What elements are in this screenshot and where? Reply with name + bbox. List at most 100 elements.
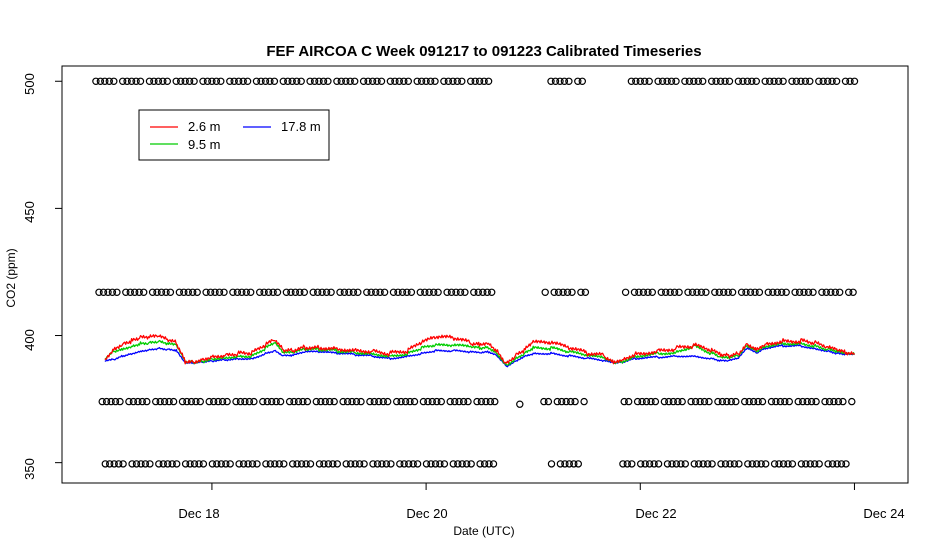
- calibration-point: [850, 77, 859, 86]
- calibration-point: [407, 288, 416, 296]
- calibration-point: [475, 77, 484, 86]
- calibration-point: [373, 77, 381, 86]
- calibration-point: [735, 460, 743, 468]
- calibration-point: [318, 288, 326, 296]
- calibration-point: [175, 288, 184, 296]
- calibration-point: [578, 77, 587, 86]
- calibration-point: [458, 460, 466, 468]
- calibration-point: [757, 460, 765, 468]
- calibration-point: [257, 77, 265, 86]
- y-axis-label: CO2 (ppm): [4, 248, 18, 307]
- calibration-point: [769, 288, 777, 296]
- calibration-point: [556, 77, 564, 86]
- calibration-point: [264, 288, 273, 296]
- calibration-point: [691, 397, 700, 406]
- calibration-point: [168, 460, 176, 468]
- legend: 2.6 m 9.5 m 17.8 m: [138, 109, 330, 161]
- calibration-point: [218, 397, 227, 406]
- calibration-point: [802, 460, 810, 468]
- calibration-point: [632, 77, 640, 86]
- calibration-point: [291, 288, 300, 296]
- calibration-point: [406, 397, 414, 406]
- calibration-point: [230, 77, 238, 86]
- calibration-point: [333, 77, 341, 86]
- calibration-point: [122, 288, 130, 296]
- calibration-point: [819, 77, 827, 86]
- series-line-17-8-m: [104, 344, 855, 368]
- calibration-point: [553, 397, 562, 406]
- calibration-point: [440, 77, 448, 86]
- calibration-point: [306, 77, 314, 86]
- calibration-point: [639, 288, 648, 296]
- calibration-point: [570, 460, 578, 468]
- calibration-point: [779, 77, 787, 86]
- calibration-point: [181, 77, 189, 86]
- calibration-point: [421, 288, 429, 296]
- calibration-point: [337, 77, 345, 86]
- calibration-point: [660, 397, 669, 406]
- calibration-point: [637, 460, 645, 468]
- calibration-point: [369, 460, 377, 468]
- calibration-point: [266, 77, 274, 86]
- calibration-point: [260, 288, 268, 296]
- calibration-point: [302, 460, 310, 468]
- calibration-point: [662, 288, 670, 296]
- calibration-point: [563, 288, 572, 296]
- calibration-point: [203, 77, 212, 86]
- calibration-point: [181, 460, 190, 468]
- calibration-point: [285, 397, 294, 406]
- calibration-point: [360, 460, 368, 468]
- calibration-point: [380, 288, 389, 296]
- calibration-point: [807, 397, 816, 406]
- calibration-point: [776, 397, 785, 406]
- calibration-point: [289, 460, 297, 468]
- calibration-point: [145, 77, 154, 86]
- calibration-point: [330, 397, 338, 406]
- calibration-point: [541, 288, 549, 296]
- calibration-point: [357, 397, 365, 406]
- y-axis: 350 400 450 500: [22, 73, 62, 480]
- calibration-point: [688, 288, 697, 296]
- calibration-point: [314, 288, 322, 296]
- legend-box: [138, 109, 330, 161]
- calibration-point: [327, 288, 335, 296]
- calibration-point: [178, 397, 187, 406]
- calibration-point: [172, 460, 181, 468]
- calibration-point: [150, 77, 158, 86]
- calibration-point: [324, 460, 333, 468]
- calibration-point: [128, 460, 136, 468]
- calibration-point: [192, 397, 200, 406]
- calibration-point: [426, 77, 435, 86]
- calibration-point: [645, 77, 653, 86]
- series-line-9-5-m: [104, 339, 856, 366]
- calibration-point: [809, 288, 817, 296]
- calibration-point: [162, 288, 170, 296]
- calibration-point: [184, 288, 192, 296]
- calibration-point: [125, 397, 133, 406]
- calibration-point: [190, 77, 198, 86]
- calibration-point: [287, 288, 295, 296]
- legend-label-9-5m: 9.5 m: [188, 137, 221, 152]
- calibration-point: [791, 288, 799, 296]
- calibration-point: [834, 397, 843, 406]
- calibration-point: [440, 460, 449, 468]
- calibration-point: [697, 288, 706, 296]
- calibration-point: [695, 460, 703, 468]
- calibration-point: [95, 288, 103, 296]
- calibration-point: [333, 460, 341, 468]
- calibration-point: [636, 77, 645, 86]
- calibration-point: [737, 288, 746, 296]
- calibration-point: [645, 460, 654, 468]
- calibration-point: [389, 288, 398, 296]
- calibration-point: [712, 77, 720, 86]
- calibration-point: [343, 397, 352, 406]
- calibration-point: [366, 397, 374, 406]
- calibration-point: [674, 397, 682, 406]
- calibration-point: [368, 77, 377, 86]
- calibration-point: [473, 397, 481, 406]
- calibration-point: [104, 288, 112, 296]
- calibration-point: [684, 288, 692, 296]
- calibration-point: [567, 397, 575, 406]
- calibration-point: [721, 77, 729, 86]
- calibration-point: [297, 460, 306, 468]
